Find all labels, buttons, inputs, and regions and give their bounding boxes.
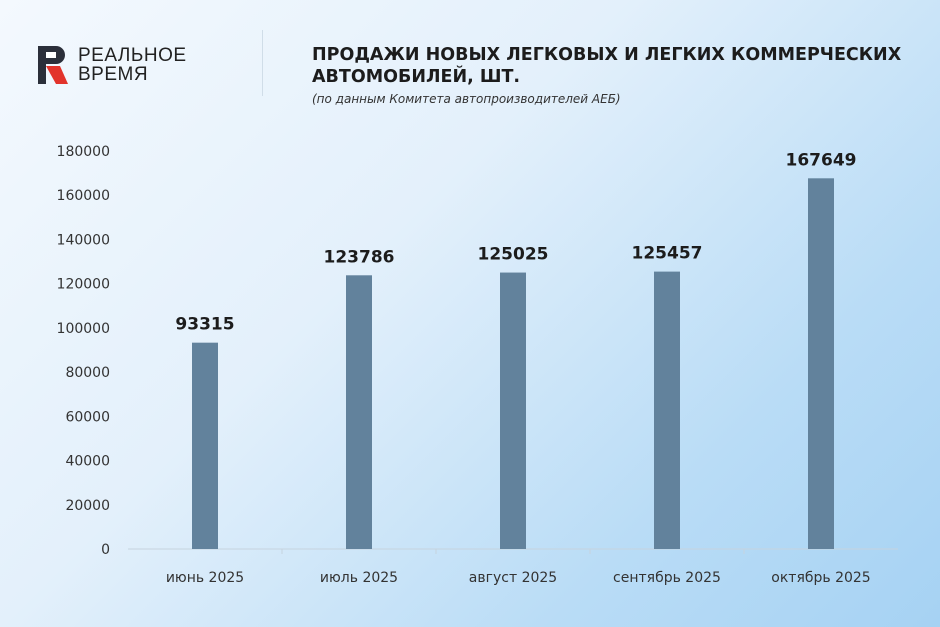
logo-mark-icon	[38, 46, 68, 84]
y-tick-label: 0	[101, 542, 110, 558]
bar	[808, 178, 834, 549]
data-label: 93315	[175, 315, 234, 335]
data-label: 125457	[632, 244, 703, 264]
y-tick-label: 100000	[57, 321, 110, 337]
y-tick-label: 60000	[65, 409, 110, 425]
x-category-label: август 2025	[469, 570, 557, 586]
data-label: 125025	[478, 245, 549, 265]
y-tick-label: 160000	[57, 188, 110, 204]
bar	[192, 342, 218, 549]
chart-subtitle: (по данным Комитета автопроизводителей А…	[312, 92, 621, 106]
header-divider	[262, 30, 263, 96]
x-category-label: июль 2025	[320, 570, 398, 586]
y-tick-label: 120000	[57, 277, 110, 293]
bar	[654, 271, 680, 549]
data-label: 167649	[786, 150, 857, 170]
x-category-label: октябрь 2025	[771, 570, 870, 586]
x-category-label: сентябрь 2025	[613, 570, 721, 586]
logo-text-line2: ВРЕМЯ	[78, 64, 149, 85]
y-tick-label: 140000	[57, 232, 110, 248]
chart-title: ПРОДАЖИ НОВЫХ ЛЕГКОВЫХ И ЛЕГКИХ КОММЕРЧЕ…	[312, 45, 902, 87]
y-tick-label: 180000	[57, 144, 110, 160]
x-category-label: июнь 2025	[166, 570, 244, 586]
bar	[500, 272, 526, 549]
logo: РЕАЛЬНОЕ ВРЕМЯ	[38, 44, 218, 88]
logo-text-line1: РЕАЛЬНОЕ	[78, 45, 187, 66]
data-label: 123786	[324, 247, 395, 267]
y-tick-label: 80000	[65, 365, 110, 381]
y-tick-label: 40000	[65, 454, 110, 470]
y-tick-label: 20000	[65, 498, 110, 514]
bar	[346, 275, 372, 549]
